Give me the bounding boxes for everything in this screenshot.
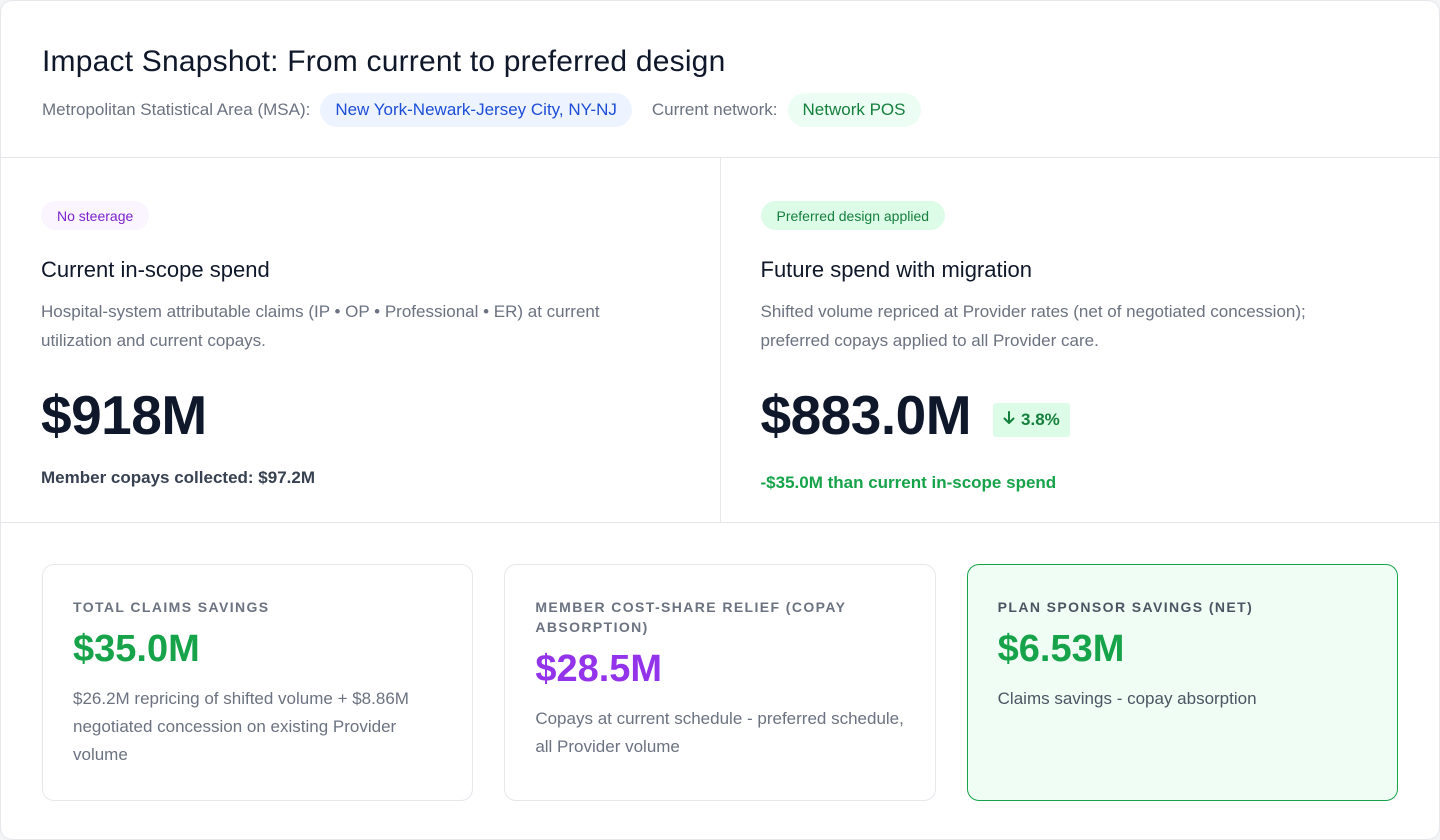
metric-value: $6.53M [997,628,1125,670]
metric-value: $35.0M [73,628,200,670]
current-spend-value: $918M [41,384,207,446]
status-badge: No steerage [41,201,150,230]
network-label: Current network: [651,100,778,119]
metric-card-total-claims-savings: TOTAL CLAIMS SAVINGS $35.0M $26.2M repri… [42,564,474,801]
metric-label: MEMBER COST-SHARE RELIEF (COPAY ABSORPTI… [535,599,847,635]
header-meta: Metropolitan Statistical Area (MSA): New… [42,93,1398,127]
metric-value: $28.5M [535,648,663,690]
value-row: $883.0M 3.8% [761,379,1400,451]
metric-description: Claims savings - copay absorption [997,689,1257,708]
panel-description: Shifted volume repriced at Provider rate… [760,302,1306,350]
panel-title: Current in-scope spend [41,257,270,282]
status-badge: Preferred design applied [760,201,946,230]
metric-label: PLAN SPONSOR SAVINGS (NET) [997,599,1254,615]
current-spend-panel: No steerage Current in-scope spend Hospi… [1,158,720,522]
msa-label: Metropolitan Statistical Area (MSA): [42,100,311,119]
metric-description: Copays at current schedule - preferred s… [535,709,904,756]
value-row: $918M [41,379,680,451]
arrow-down-icon [1003,410,1015,430]
future-spend-value: $883.0M [760,384,972,446]
delta-badge: 3.8% [993,403,1070,437]
spend-difference: -$35.0M than current in-scope spend [760,473,1057,492]
panel-title: Future spend with migration [760,257,1032,282]
delta-value: 3.8% [1021,410,1060,429]
copays-collected: Member copays collected: $97.2M [41,468,316,487]
page-title: Impact Snapshot: From current to preferr… [42,45,726,78]
metric-card-plan-sponsor-savings: PLAN SPONSOR SAVINGS (NET) $6.53M Claims… [966,564,1398,801]
metric-description: $26.2M repricing of shifted volume + $8.… [73,689,409,764]
future-spend-panel: Preferred design applied Future spend wi… [719,158,1440,522]
network-pill[interactable]: Network POS [787,93,921,127]
metric-label: TOTAL CLAIMS SAVINGS [73,599,270,615]
snapshot-header: Impact Snapshot: From current to preferr… [1,1,1439,158]
metric-card-member-cost-share-relief: MEMBER COST-SHARE RELIEF (COPAY ABSORPTI… [504,564,936,801]
savings-metrics: TOTAL CLAIMS SAVINGS $35.0M $26.2M repri… [1,523,1439,801]
spend-comparison: No steerage Current in-scope spend Hospi… [1,158,1439,523]
msa-pill[interactable]: New York-Newark-Jersey City, NY-NJ [320,93,632,127]
panel-description: Hospital-system attributable claims (IP … [41,302,600,350]
